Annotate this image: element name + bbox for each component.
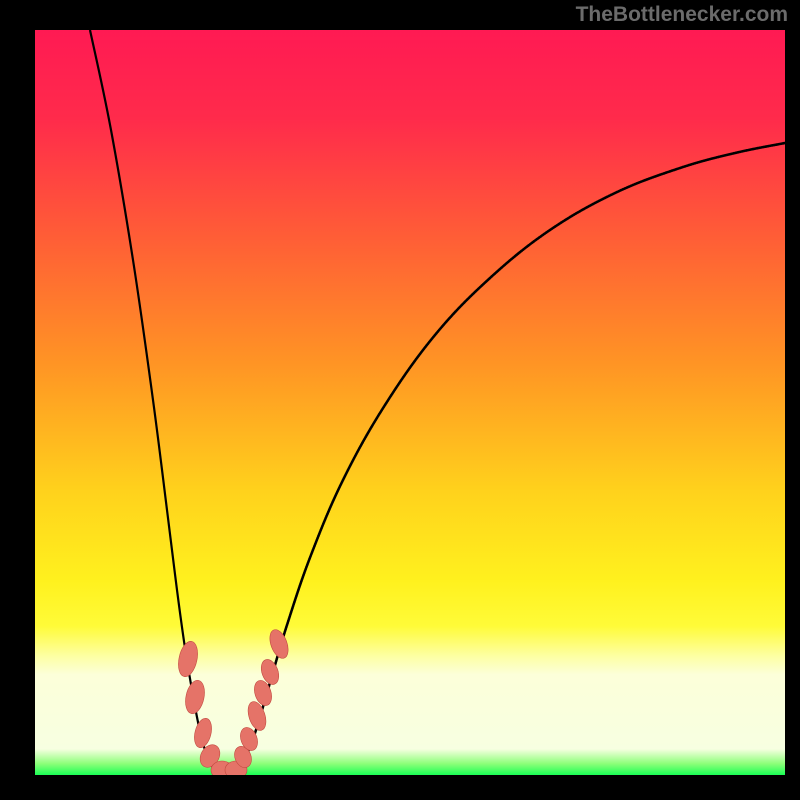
bead: [175, 640, 200, 679]
curve-layer: [35, 30, 785, 775]
curve-right-branch: [226, 143, 785, 774]
curve-left-branch: [90, 30, 226, 774]
watermark-text: TheBottlenecker.com: [576, 3, 788, 27]
bead: [266, 627, 291, 661]
bead: [183, 679, 208, 716]
plot-area: [35, 30, 785, 775]
beads-group: [175, 627, 291, 775]
